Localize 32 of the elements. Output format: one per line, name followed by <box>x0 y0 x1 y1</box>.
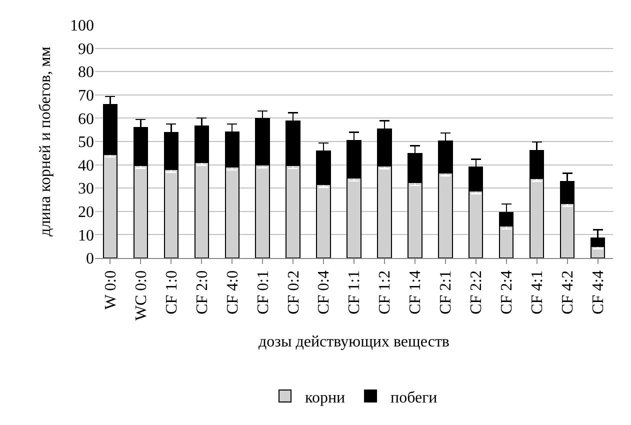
x-tick-label: CF 1:2 <box>376 270 394 314</box>
x-tick-label: CF 1:4 <box>407 270 424 314</box>
y-tick-label: 50 <box>78 134 94 152</box>
y-tick-label: 90 <box>78 40 94 58</box>
y-tick-label: 20 <box>78 204 94 221</box>
legend-label: побеги <box>390 389 438 406</box>
x-tick-label: WC 0:0 <box>132 270 150 321</box>
y-tick-label: 30 <box>78 180 94 198</box>
x-tick-label: CF 2:4 <box>498 270 516 314</box>
x-tick-label: CF 2:1 <box>438 270 455 314</box>
x-tick-label: CF 4:2 <box>559 270 576 314</box>
x-tick-label: CF 4:4 <box>590 270 607 314</box>
x-axis-title: дозы действующих веществ <box>258 333 450 350</box>
y-tick-label: 100 <box>70 18 94 35</box>
x-tick-label: CF 0:2 <box>285 270 302 314</box>
x-tick-label: CF 2:0 <box>194 270 211 314</box>
legend-label: корни <box>305 389 346 406</box>
x-tick-label: CF 4:1 <box>529 270 546 314</box>
y-tick-label: 10 <box>78 227 94 244</box>
y-tick-label: 80 <box>78 64 94 82</box>
y-tick-label: 70 <box>78 88 94 104</box>
y-tick-label: 60 <box>78 110 94 128</box>
y-axis-title: длина корней и побегов, мм <box>36 46 54 236</box>
y-tick-label: 0 <box>86 250 94 268</box>
x-tick-label: CF 2:2 <box>468 270 486 314</box>
x-tick-label: CF 1:1 <box>346 270 364 314</box>
y-tick-label: 40 <box>78 157 94 174</box>
x-tick-label: W 0:0 <box>102 270 120 310</box>
x-tick-label: CF 1:0 <box>163 270 180 314</box>
x-tick-label: CF 4:0 <box>224 270 242 314</box>
x-tick-label: CF 0:1 <box>254 270 272 314</box>
x-tick-label: CF 0:4 <box>316 270 333 314</box>
